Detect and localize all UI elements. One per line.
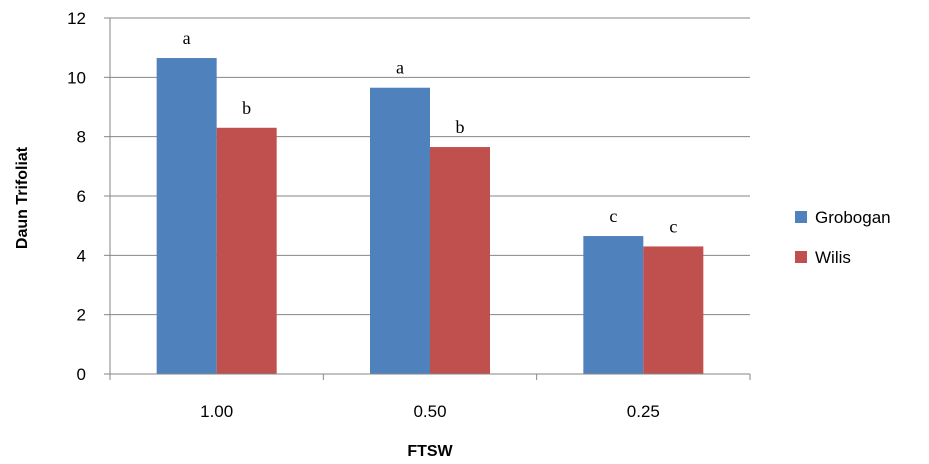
- y-tick-label: 8: [77, 128, 86, 147]
- x-tick-label: 1.00: [200, 402, 233, 421]
- y-axis-ticks: 0 2 4 6 8 10 12: [67, 9, 110, 384]
- bar-grobogan-0.25: [583, 236, 644, 374]
- legend-label: Wilis: [815, 248, 851, 267]
- y-tick-label: 2: [77, 306, 86, 325]
- y-tick-label: 6: [77, 187, 86, 206]
- x-tick-label: 0.50: [413, 402, 446, 421]
- y-tick-label: 10: [67, 68, 86, 87]
- y-tick-label: 0: [77, 365, 86, 384]
- bar-label: a: [396, 58, 404, 78]
- x-axis-title: FTSW: [407, 443, 453, 460]
- x-tick-label: 0.25: [627, 402, 660, 421]
- y-axis-title: Daun Trifoliat: [14, 146, 31, 249]
- bar-label: b: [456, 117, 465, 137]
- y-tick-label: 12: [67, 9, 86, 28]
- bar-wilis-1.00: [216, 127, 277, 375]
- bar-label: c: [669, 216, 677, 236]
- legend-swatch-grobogan: [795, 211, 807, 223]
- bar-significance-labels: a b a b c c: [183, 28, 678, 236]
- legend-swatch-wilis: [795, 251, 807, 263]
- bar-label: b: [242, 98, 251, 118]
- bars: [156, 58, 704, 375]
- x-axis-ticks: 1.00 0.50 0.25: [109, 374, 751, 421]
- bar-wilis-0.25: [643, 246, 704, 374]
- bar-grobogan-0.50: [370, 87, 430, 374]
- bar-grobogan-1.00: [156, 58, 217, 375]
- legend-label: Grobogan: [815, 208, 891, 227]
- legend: Grobogan Wilis: [795, 208, 891, 267]
- y-tick-label: 4: [77, 246, 86, 265]
- bar-label: c: [609, 206, 617, 226]
- bar-wilis-0.50: [430, 147, 490, 374]
- bar-label: a: [183, 28, 191, 48]
